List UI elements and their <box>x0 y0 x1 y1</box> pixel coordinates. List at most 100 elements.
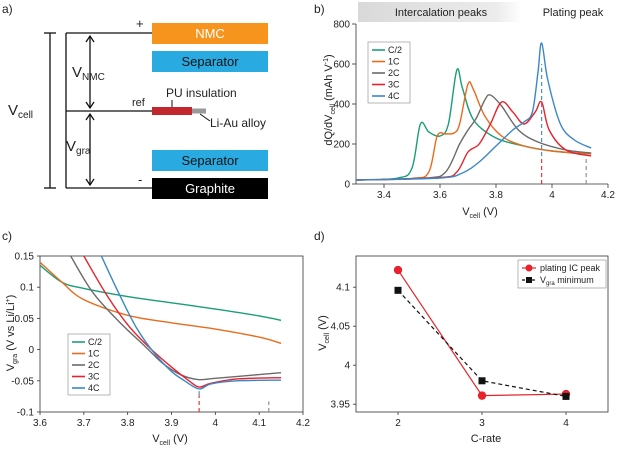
chart-d-x-tick-label: 4 <box>563 418 569 429</box>
chart-c-x-tick-label: 3.9 <box>165 418 179 429</box>
chart-c-x-tick-label: 4.2 <box>296 418 310 429</box>
chart-d-legend-box <box>517 259 607 289</box>
chart-c-y-tick-label: -0.05 <box>11 376 34 387</box>
chart-b-y-tick-label: 0 <box>344 180 350 191</box>
chart-b-legend-label: C/2 <box>388 45 402 55</box>
separator-label-bottom: Separator <box>181 153 239 168</box>
chart-c-x-tick-label: 3.7 <box>77 418 91 429</box>
chart-c-x-tick-label: 3.6 <box>33 418 47 429</box>
chart-c-legend-label: 1C <box>88 349 100 359</box>
chart-b-series-2C-line <box>356 94 592 181</box>
chart-b-y-tick-label: 800 <box>333 20 350 31</box>
chart-d-series-1-point <box>562 392 570 400</box>
chart-d-x-tick-label: 3 <box>479 418 485 429</box>
li-au-alloy-tip <box>192 108 206 114</box>
plating-banner-label: Plating peak <box>543 7 604 19</box>
panel-d: d) 2 3 4 3.95 4 4.05 4.1 plating IC peak Vgra m… <box>314 229 609 445</box>
chart-d-legend-marker <box>526 277 532 283</box>
v-nmc-label: VNMC <box>72 64 105 83</box>
chart-b-x-tick-label: 3.6 <box>433 190 447 201</box>
ref-label: ref <box>132 97 146 109</box>
pu-insulation-rod <box>152 107 192 115</box>
chart-c-axes: 3.6 3.7 3.8 3.9 4 4.1 4.2 -0.1 -0.05 0 0.05 0.1 0.15 <box>11 252 310 430</box>
chart-d-series-1-point <box>478 377 486 385</box>
li-au-alloy-label: Li-Au alloy <box>210 116 266 130</box>
chart-b-legend-label: 1C <box>388 57 400 67</box>
chart-d-y-tick-label: 4.1 <box>336 283 350 294</box>
chart-c-series-1C-line <box>40 261 282 345</box>
chart-c-y-tick-label: 0.1 <box>20 283 34 294</box>
graphite-layer <box>152 178 268 199</box>
chart-c-y-tick-label: 0.15 <box>15 252 35 263</box>
nmc-label: NMC <box>195 26 225 41</box>
chart-b-xlabel: Vcell (V) <box>462 206 498 220</box>
chart-d-series-0-point <box>393 265 403 275</box>
chart-c-series-3C-line <box>83 256 282 388</box>
chart-c-x-tick-label: 3.8 <box>121 418 135 429</box>
graphite-label: Graphite <box>185 181 235 196</box>
plus-sign: + <box>136 16 144 31</box>
chart-b-x-tick-label: 3.8 <box>489 190 503 201</box>
panel-letter-a: a) <box>2 2 13 16</box>
panel-c: c) 3.6 3.7 3.8 3.9 4 4.1 4.2 -0.1 -0.05 0 0.05 0.1 0… <box>2 229 310 447</box>
chart-d-y-tick-label: 4 <box>344 361 350 372</box>
minus-sign: - <box>138 172 142 187</box>
chart-d-y-tick-label: 4.05 <box>331 322 351 333</box>
intercalation-banner <box>358 2 522 22</box>
chart-c-legend-label: 2C <box>88 360 100 370</box>
chart-d-xlabel: C-rate <box>471 433 502 445</box>
nmc-layer <box>152 23 268 44</box>
chart-d-x-tick-label: 2 <box>395 418 401 429</box>
chart-c-xlabel: Vcell (V) <box>152 433 188 447</box>
pu-insulation-label: PU insulation <box>166 86 237 100</box>
chart-c-series-2C-line <box>70 256 282 381</box>
separator-layer-bottom <box>152 150 268 171</box>
chart-b-ylabel: dQ/dVcell (mAh V-1) <box>323 54 337 145</box>
panel-a: a) NMC Separator Separator Graphite + - <box>2 2 268 199</box>
chart-c-y-tick-label: 0 <box>28 345 34 356</box>
chart-c-x-tick-label: 4 <box>213 418 219 429</box>
chart-b-y-tick-label: 200 <box>333 140 350 151</box>
chart-c-series-4C-line <box>100 256 282 390</box>
chart-b-series-1C-line <box>356 81 592 181</box>
chart-d-series-0-point <box>477 391 487 400</box>
chart-b-y-tick-label: 600 <box>333 60 350 71</box>
chart-d-legend: plating IC peak Vgra minimum <box>517 259 607 289</box>
chart-b-legend-label: 3C <box>388 80 400 90</box>
chart-d-legend-label: plating IC peak <box>540 263 601 273</box>
circuit-wires <box>44 32 152 189</box>
panel-letter-b: b) <box>314 2 325 16</box>
chart-c-y-tick-label: -0.1 <box>17 408 35 419</box>
panel-letter-d: d) <box>314 229 325 243</box>
chart-d-axes: 2 3 4 3.95 4 4.05 4.1 <box>331 255 609 429</box>
chart-d-series-1-point <box>394 286 402 294</box>
li-au-alloy-leader <box>199 113 211 122</box>
chart-b-x-tick-label: 3.4 <box>377 190 391 201</box>
chart-c-lines <box>40 256 282 390</box>
intercalation-banner-label: Intercalation peaks <box>395 7 488 19</box>
chart-d-lines <box>393 265 571 400</box>
chart-d-ylabel: Vcell (V) <box>317 315 331 351</box>
chart-b-series-3C-line <box>356 100 592 181</box>
chart-d-y-tick-label: 3.95 <box>331 400 351 411</box>
chart-c-y-tick-label: 0.05 <box>15 314 35 325</box>
chart-b-legend-label: 4C <box>388 91 400 101</box>
chart-b-series-4C-line <box>356 42 592 181</box>
chart-c-legend-label: C/2 <box>88 337 102 347</box>
chart-b-axes: 3.4 3.6 3.8 4 4.2 0 200 400 600 800 <box>333 20 615 202</box>
chart-b-lines <box>356 42 592 181</box>
chart-c-series-C-2-line <box>40 264 282 321</box>
chart-b-legend-label: 2C <box>388 68 400 78</box>
separator-label-top: Separator <box>181 54 239 69</box>
v-cell-label: Vcell <box>8 102 33 121</box>
separator-layer-top <box>152 51 268 72</box>
chart-b-x-tick-label: 4 <box>549 190 555 201</box>
chart-c-legend-label: 3C <box>88 372 100 382</box>
panel-letter-c: c) <box>2 229 12 243</box>
chart-b-markers <box>541 64 587 184</box>
chart-d-legend-marker <box>525 264 533 272</box>
v-gra-label: Vgra <box>66 138 91 157</box>
